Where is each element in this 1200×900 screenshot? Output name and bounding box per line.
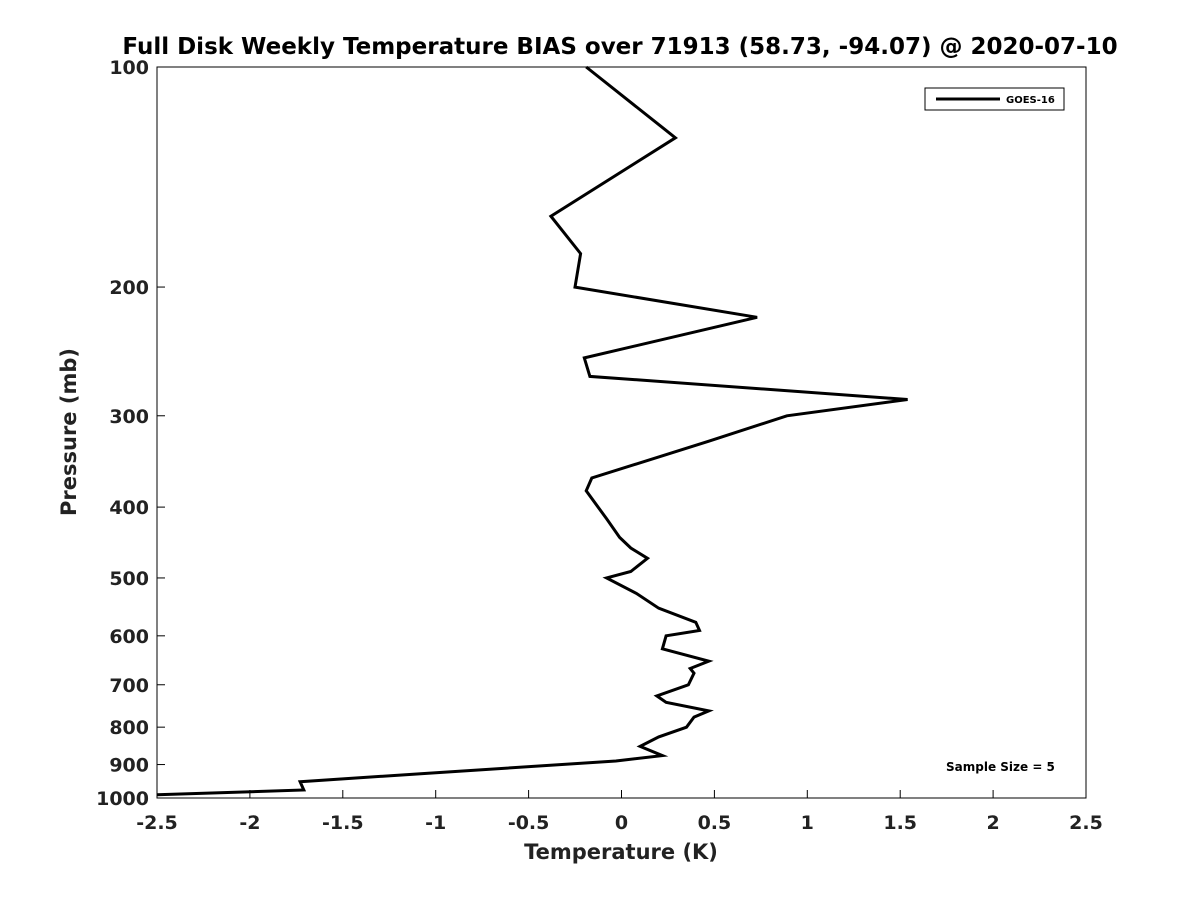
x-tick-label: 2 [986, 812, 999, 834]
y-tick-label: 100 [109, 57, 149, 79]
series-line-goes-16 [156, 65, 908, 797]
y-tick-label: 1000 [96, 788, 149, 810]
x-tick-label: 0.5 [698, 812, 732, 834]
legend: GOES-16 [924, 87, 1065, 111]
chart-title: Full Disk Weekly Temperature BIAS over 7… [122, 34, 1117, 60]
x-tick-label: -1 [425, 812, 446, 834]
x-axis-label: Temperature (K) [524, 840, 718, 864]
x-axis: -2.5 -2 -1.5 -1 -0.5 0 0.5 1 1.5 2 2.5 [136, 790, 1103, 834]
y-axis-label: Pressure (mb) [57, 348, 81, 516]
y-tick-label: 600 [109, 626, 149, 648]
x-tick-label: 0 [615, 812, 628, 834]
x-tick-label: -0.5 [508, 812, 550, 834]
y-axis: 100 200 300 400 500 600 700 800 900 1000 [96, 57, 165, 810]
x-tick-label: -2.5 [136, 812, 178, 834]
x-tick-label: 2.5 [1069, 812, 1103, 834]
y-tick-label: 500 [109, 568, 149, 590]
y-tick-label: 200 [109, 277, 149, 299]
x-tick-label: 1.5 [883, 812, 917, 834]
series-layer [156, 65, 908, 797]
x-tick-label: 1 [801, 812, 814, 834]
plot-area [156, 66, 1087, 799]
x-tick-label: -1.5 [322, 812, 364, 834]
legend-label-goes-16: GOES-16 [1006, 95, 1055, 106]
y-tick-label: 800 [109, 717, 149, 739]
x-tick-label: -2 [239, 812, 260, 834]
y-tick-label: 900 [109, 755, 149, 777]
y-tick-label: 300 [109, 406, 149, 428]
y-tick-label: 400 [109, 497, 149, 519]
y-tick-label: 700 [109, 675, 149, 697]
sample-size-annotation: Sample Size = 5 [946, 760, 1055, 774]
